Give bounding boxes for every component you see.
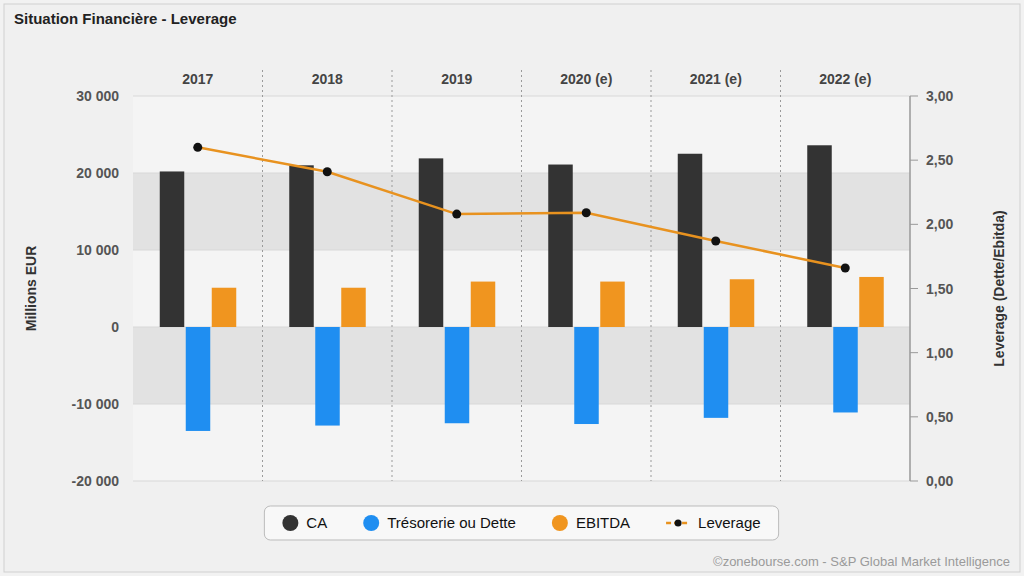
bar: [704, 327, 729, 418]
legend-label: CA: [306, 514, 327, 531]
bar: [833, 327, 858, 412]
category-label: 2021 (e): [690, 71, 742, 87]
legend-item: Leverage: [666, 514, 761, 531]
y2-axis-label: Leverage (Dette/Ebitda): [991, 210, 1007, 366]
legend-box: [264, 506, 778, 540]
marker: [711, 237, 720, 246]
category-label: 2019: [441, 71, 472, 87]
category-label: 2022 (e): [819, 71, 871, 87]
legend-label: Trésorerie ou Dette: [387, 514, 516, 531]
bar: [315, 327, 340, 426]
bar: [419, 158, 444, 327]
legend: CA Trésorerie ou Dette EBITDA Leverage: [264, 506, 778, 540]
y-tick-label: 20 000: [76, 165, 119, 181]
legend-icon: [363, 515, 379, 531]
bar: [471, 282, 496, 327]
y-tick-label: 30 000: [76, 88, 119, 104]
bar: [548, 165, 573, 327]
category-separator: [521, 70, 522, 481]
y2-tick: [910, 481, 918, 482]
frame: [4, 4, 1020, 572]
y2-tick-label: 3,00: [926, 88, 953, 104]
bar: [678, 154, 703, 327]
legend-label: Leverage: [698, 514, 761, 531]
y2-tick-label: 1,00: [926, 345, 953, 361]
category-label: 2020 (e): [560, 71, 612, 87]
category-separator: [780, 70, 781, 481]
legend-icon: [282, 515, 298, 531]
bar: [445, 327, 470, 423]
y2-tick: [910, 160, 918, 161]
y2-tick: [910, 224, 918, 225]
marker: [193, 143, 202, 152]
title: Situation Financière - Leverage: [14, 10, 237, 27]
line: [198, 147, 846, 268]
legend-label: EBITDA: [576, 514, 630, 531]
bar: [807, 145, 832, 327]
bar: [212, 288, 237, 327]
source: ©zonebourse.com - S&P Global Market Inte…: [713, 554, 1010, 569]
chart: Situation Financière - Leverage -20 000 -1…: [0, 0, 1024, 576]
marker: [452, 210, 461, 219]
y2-tick: [910, 288, 918, 289]
legend-item: CA: [282, 514, 327, 531]
background: [0, 0, 1024, 576]
category-separator: [262, 70, 263, 481]
legend-icon: [552, 515, 568, 531]
bar: [600, 282, 625, 327]
y2-tick-label: 0,00: [926, 473, 953, 489]
bar: [730, 279, 755, 327]
marker: [323, 167, 332, 176]
legend-icon: [675, 520, 682, 527]
marks: [160, 143, 884, 431]
bar: [289, 165, 314, 327]
y2-tick: [910, 416, 918, 417]
y2-tick-label: 2,50: [926, 152, 953, 168]
grid-line: [133, 404, 910, 405]
category-label: 2018: [312, 71, 343, 87]
y-axis-label: Millions EUR: [23, 246, 39, 332]
y-tick-label: -20 000: [72, 473, 120, 489]
y-tick-label: 0: [111, 319, 119, 335]
y2-tick-label: 0,50: [926, 409, 953, 425]
legend-item: Trésorerie ou Dette: [363, 514, 516, 531]
y2-tick-label: 2,00: [926, 216, 953, 232]
bar: [160, 171, 185, 327]
marker: [582, 208, 591, 217]
category-label: 2017: [182, 71, 213, 87]
y2-tick: [910, 96, 918, 97]
bar: [574, 327, 599, 424]
y-tick-label: 10 000: [76, 242, 119, 258]
y-tick-label: -10 000: [72, 396, 120, 412]
y2-tick-label: 1,50: [926, 281, 953, 297]
category-separator: [392, 70, 393, 481]
grid-line: [133, 173, 910, 174]
bar: [341, 288, 366, 327]
bar: [859, 277, 884, 327]
category-separator: [651, 70, 652, 481]
legend-item: EBITDA: [552, 514, 630, 531]
bar: [186, 327, 211, 431]
y2-tick: [910, 352, 918, 353]
plot-area: [133, 96, 910, 481]
marker: [841, 263, 850, 272]
